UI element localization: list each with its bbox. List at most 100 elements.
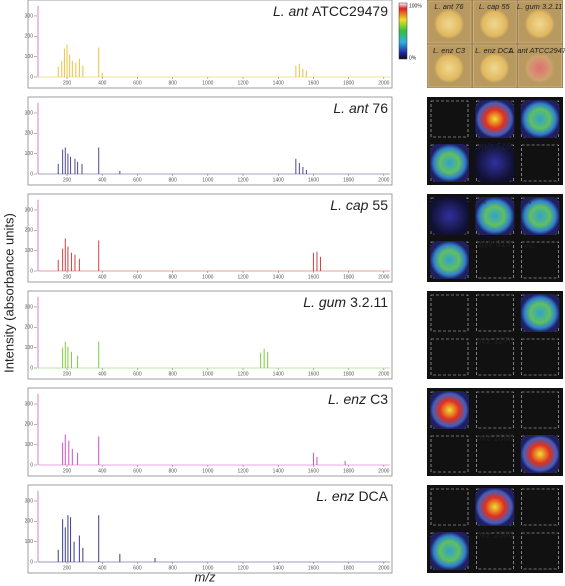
y-tick-label: 0 [30,268,33,274]
colorbar-min: 0% [409,55,417,61]
panel-title: L. enz C3 [328,391,388,407]
y-tick-label: 0 [30,74,33,80]
ion-image [475,197,515,235]
y-tick-label: 200 [25,519,34,525]
x-tick-label: 1800 [343,177,354,183]
y-tick-label: 300 [25,401,34,407]
colony [479,9,510,39]
y-tick-label: 100 [25,539,34,545]
x-tick-label: 400 [98,371,107,377]
y-tick-label: 300 [25,13,34,19]
spot-outline [521,144,559,182]
x-tick-label: 200 [63,80,72,86]
ion-image [430,144,469,182]
spot-outline [475,532,514,570]
x-tick-label: 1200 [237,371,248,377]
title-species: L. enz [328,391,366,407]
x-tick-label: 400 [98,565,107,571]
y-tick-label: 0 [30,365,33,371]
spot-outline [475,338,514,376]
title-strain: C3 [370,391,388,407]
x-tick-label: 600 [133,177,142,183]
spot-outline [475,391,514,429]
colony [434,53,464,83]
x-tick-label: 800 [168,80,177,86]
x-tick-label: 1400 [273,80,284,86]
ion-image [475,100,515,138]
x-tick-label: 1400 [273,274,284,280]
y-axis-label: Intensity (absorbance units) [1,213,16,373]
photo-label: L. gum 3.2.11 [517,2,562,11]
mz-label: m/z 510 [479,141,511,151]
title-strain: 76 [372,100,388,116]
spot-outline [521,241,559,279]
y-tick-label: 200 [25,325,34,331]
photo-label: L. ant ATCC29479 [509,46,565,55]
spot-outline [521,532,559,570]
ion-image [520,435,560,473]
x-tick-label: 1600 [308,371,319,377]
x-tick-label: 2000 [378,371,389,377]
y-tick-label: 300 [25,110,34,116]
y-tick-label: 300 [25,304,34,310]
colorbar-max: 100% [409,3,422,9]
photo-label: L. ant 76 [434,2,464,11]
colorbar [398,2,408,60]
colony [524,53,555,83]
panel-title: L. cap 55 [330,197,388,213]
x-tick-label: 1200 [237,274,248,280]
y-tick-label: 200 [25,228,34,234]
photo-label: L. cap 55 [479,2,511,11]
panel-frame [27,0,393,89]
x-tick-label: 400 [98,274,107,280]
panel-frame [27,484,393,574]
colony [524,9,555,39]
x-tick-label: 600 [133,371,142,377]
x-tick-label: 1600 [308,177,319,183]
panel-frame [27,96,393,186]
x-tick-label: 1400 [273,371,284,377]
x-tick-label: 2000 [378,80,389,86]
ion-image [520,197,560,235]
x-tick-label: 1600 [308,80,319,86]
colony [434,9,464,39]
spot-outline [430,488,469,526]
title-strain: 3.2.11 [350,294,388,310]
x-tick-label: 1600 [308,274,319,280]
spot-label: DCA [478,244,488,249]
x-tick-label: 2000 [378,565,389,571]
y-tick-label: 300 [25,207,34,213]
x-tick-label: 600 [133,80,142,86]
ion-image [430,532,469,570]
y-tick-label: 100 [25,54,34,60]
panel-title: L. ant ATCC29479 [273,3,388,19]
x-tick-label: 1800 [343,565,354,571]
title-species: L. ant [333,100,369,116]
spot-outline [521,338,559,376]
spot-label: L75 [524,200,532,205]
title-species: L. cap [330,197,368,213]
y-tick-label: 300 [25,498,34,504]
panel-title: L. ant 76 [333,100,388,116]
ion-image [430,391,469,429]
x-tick-label: 400 [98,468,107,474]
x-tick-label: 2000 [378,468,389,474]
ion-image [520,294,560,332]
title-strain: ATCC29479 [312,3,388,19]
x-tick-label: 1600 [308,468,319,474]
ion-image [430,197,469,235]
x-tick-label: 2000 [378,177,389,183]
x-tick-label: 1000 [202,468,213,474]
spot-outline [430,294,469,332]
x-tick-label: 1600 [308,565,319,571]
x-tick-label: 1200 [237,177,248,183]
mz-label: m/z 1276 [476,335,513,345]
title-strain: DCA [358,488,388,504]
x-tick-label: 1400 [273,468,284,474]
x-tick-label: 600 [133,565,142,571]
panel-title: L. enz DCA [316,488,388,504]
spot-label: L74 [478,200,486,205]
x-tick-label: 1000 [202,177,213,183]
ion-image [430,241,469,279]
